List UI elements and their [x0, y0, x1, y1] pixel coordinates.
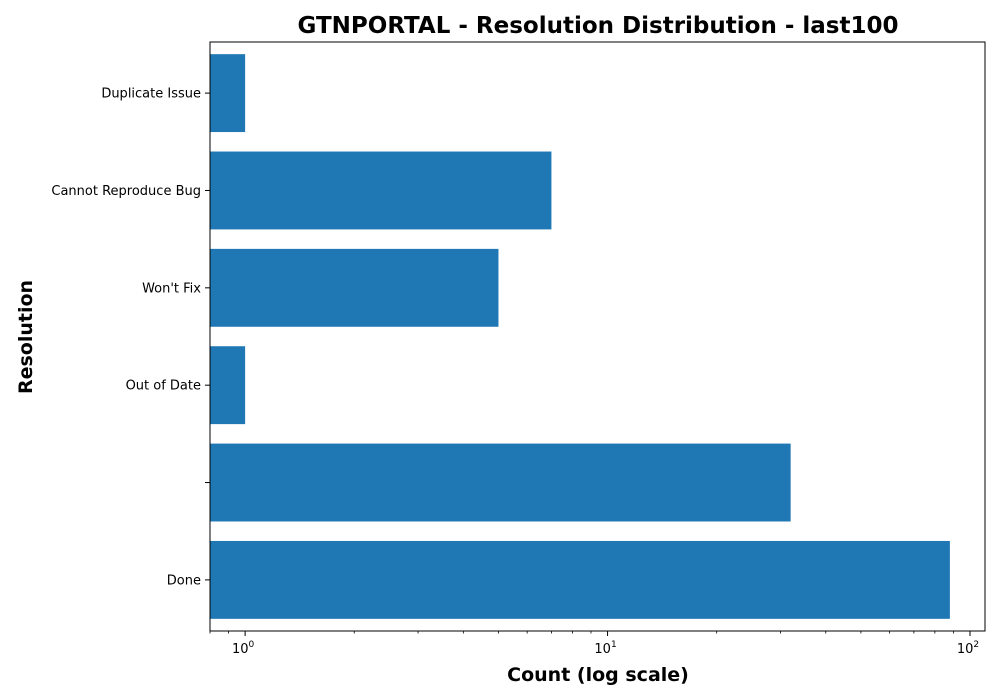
y-axis-title: Resolution [15, 280, 37, 394]
chart-title: GTNPORTAL - Resolution Distribution - la… [298, 13, 899, 39]
y-tick-label: Duplicate Issue [101, 87, 201, 102]
plot-frame [209, 41, 986, 632]
bar-0 [210, 540, 950, 619]
bar-1 [210, 443, 791, 522]
x-axis-ticks: 100 101 102 [209, 631, 979, 657]
y-tick-label: Done [167, 573, 201, 588]
bar-3 [210, 248, 499, 327]
y-tick-label: Cannot Reproduce Bug [51, 184, 201, 199]
x-tick-label: 101 [594, 640, 616, 657]
bars-group [210, 54, 950, 619]
x-tick-label: 100 [232, 640, 255, 657]
bar-4 [210, 151, 552, 230]
y-axis-ticks: Done Out of Date Won't Fix Cannot Reproduce… [51, 87, 210, 588]
y-tick-label: Out of Date [126, 379, 201, 394]
bar-2 [210, 346, 246, 425]
x-axis-title: Count (log scale) [507, 664, 689, 686]
bar-5 [210, 54, 246, 133]
x-tick-label: 102 [957, 640, 979, 657]
y-tick-label: Won't Fix [142, 281, 201, 296]
